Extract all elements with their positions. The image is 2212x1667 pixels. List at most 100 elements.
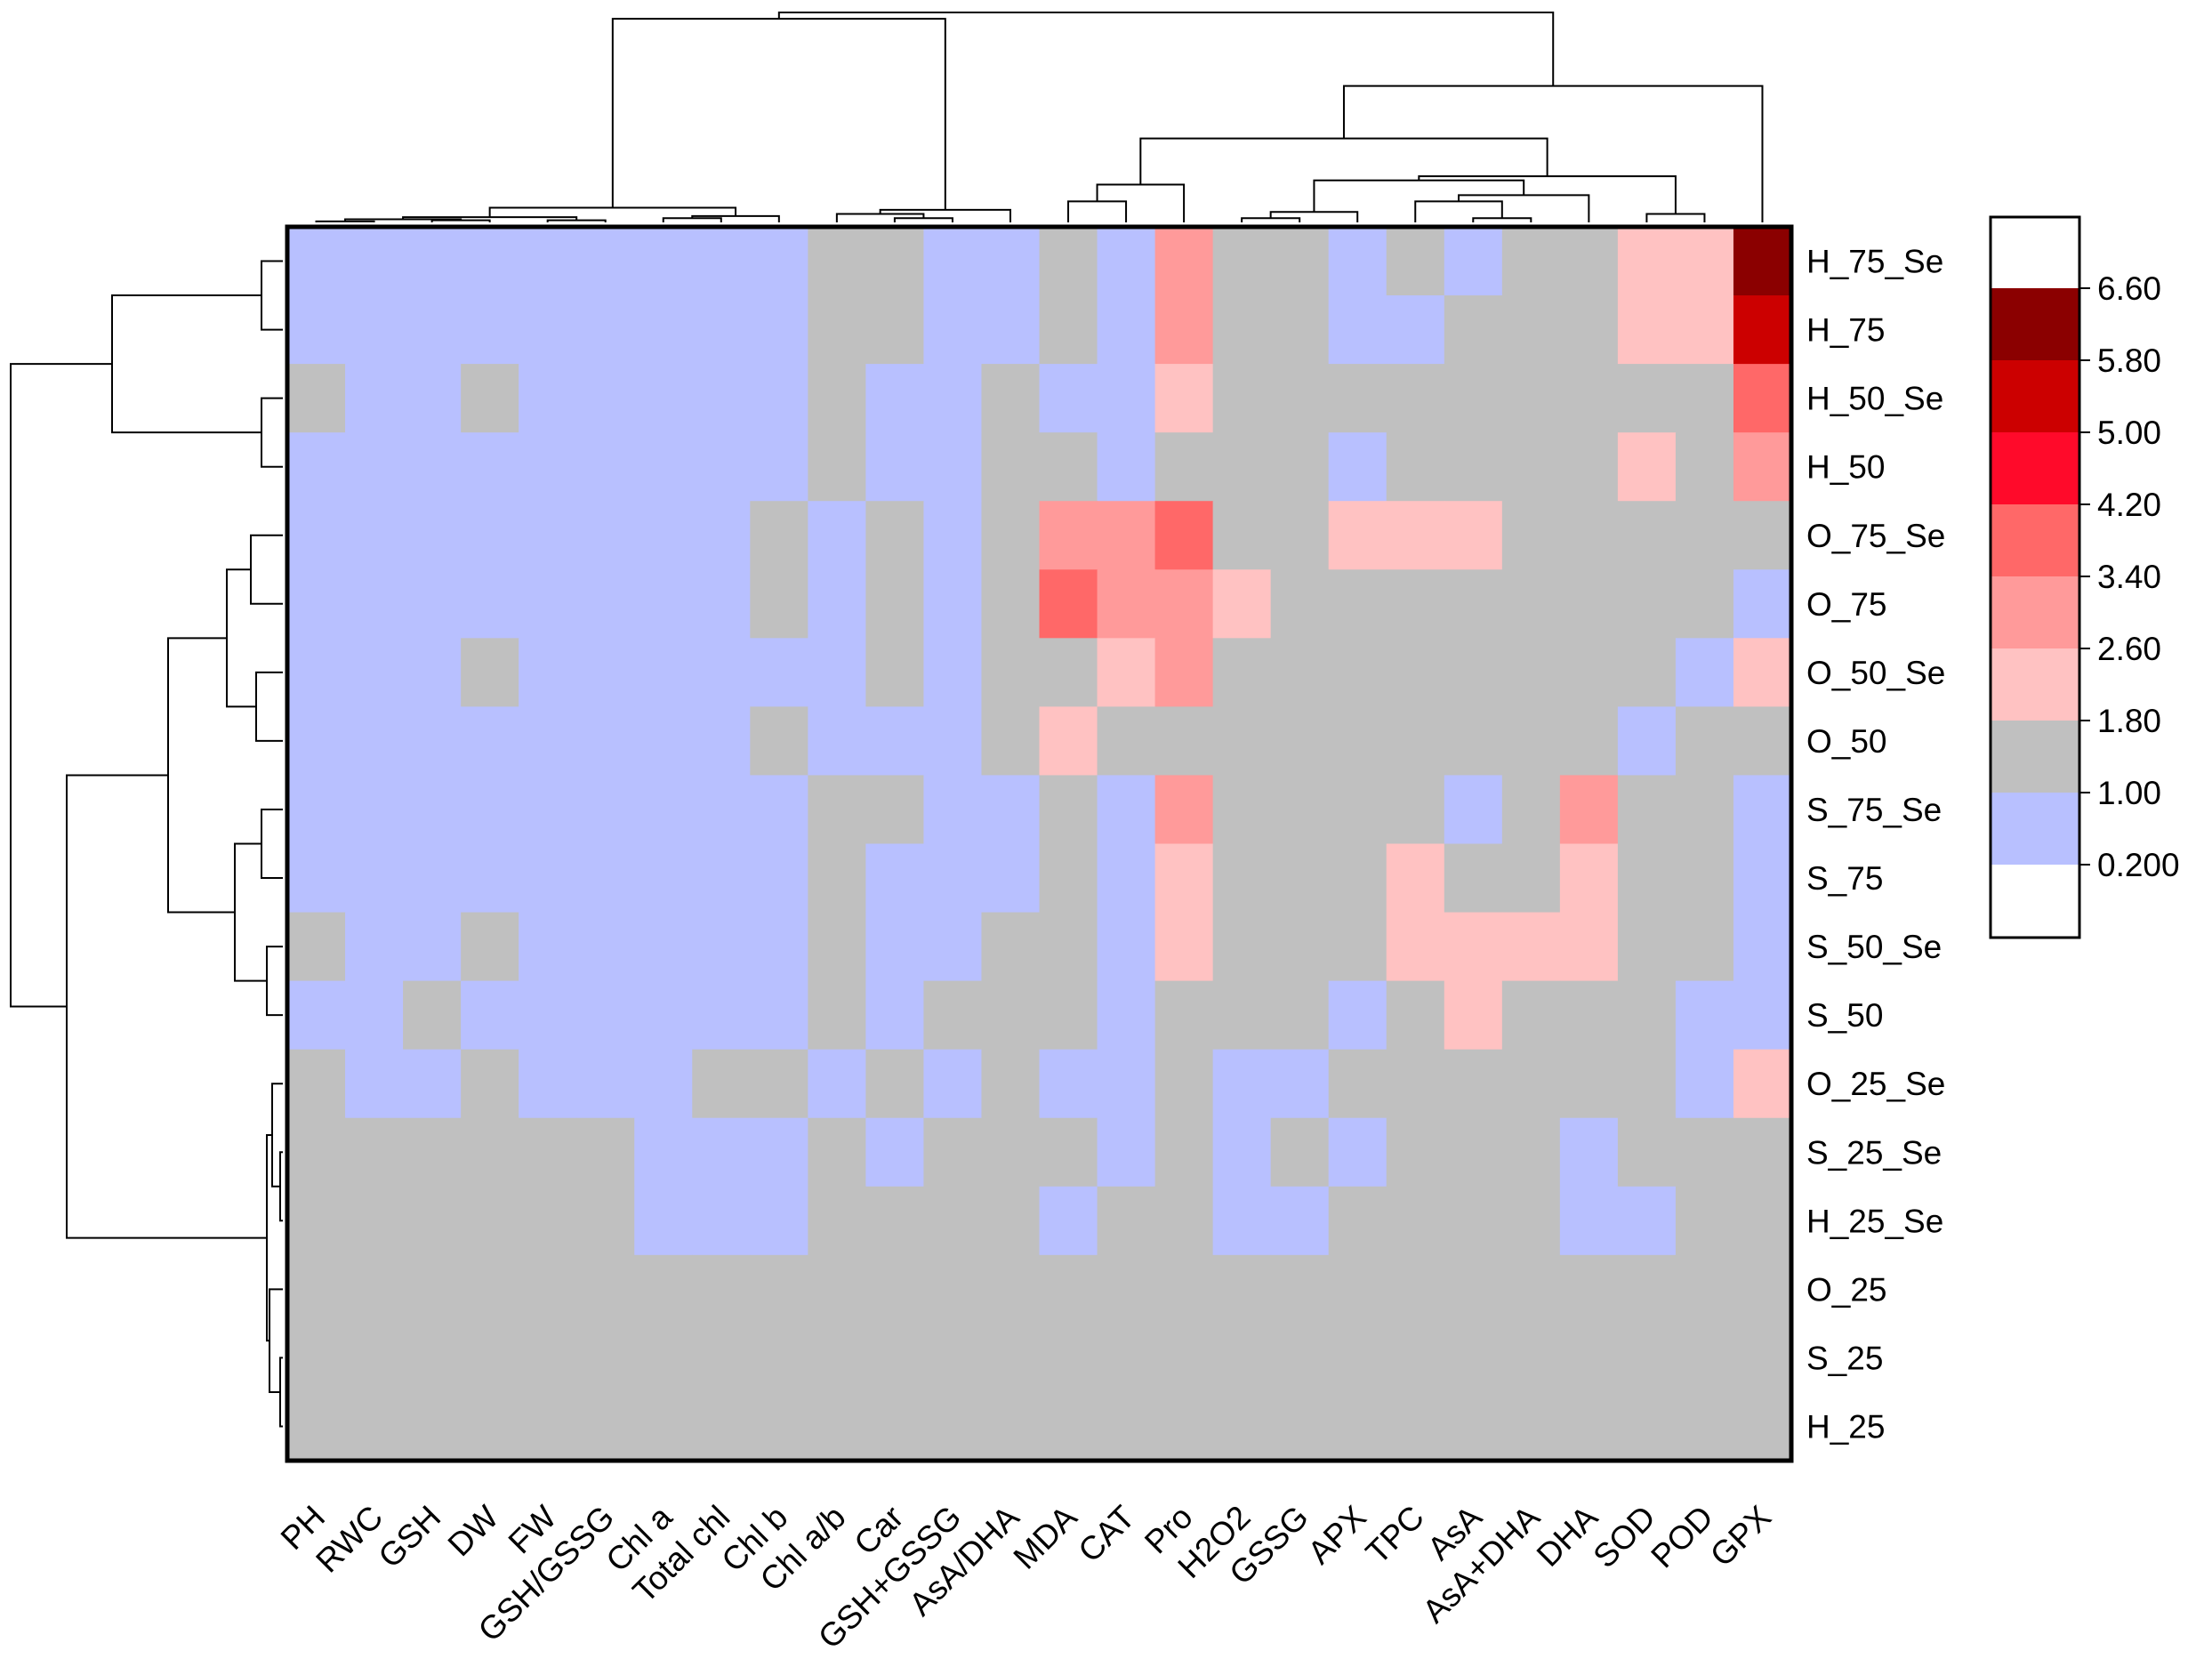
heatmap-cell — [981, 980, 1041, 1051]
heatmap-cell — [692, 843, 751, 914]
heatmap-cell — [287, 980, 346, 1051]
heatmap-cell — [1270, 843, 1330, 914]
heatmap-cell — [634, 1254, 693, 1325]
heatmap-cell — [1328, 295, 1388, 365]
heatmap-cell — [808, 432, 866, 502]
heatmap-cell — [461, 1391, 519, 1462]
heatmap-cell — [981, 638, 1041, 707]
heatmap-cell — [1675, 227, 1734, 296]
heatmap-cell — [1270, 432, 1330, 502]
heatmap-cell — [1501, 1323, 1561, 1393]
heatmap-cell — [1617, 364, 1677, 433]
heatmap-cell — [1444, 775, 1503, 845]
heatmap-cell — [1039, 980, 1098, 1051]
heatmap-cell — [1559, 980, 1619, 1051]
row-dendrogram-branch — [167, 637, 235, 914]
heatmap-cell — [461, 1323, 519, 1393]
heatmap-cell — [576, 775, 635, 845]
legend-swatch — [1991, 721, 2079, 793]
heatmap-cell — [461, 638, 519, 707]
heatmap-cell — [345, 1186, 404, 1256]
heatmap-cell — [1617, 1254, 1677, 1325]
heatmap-cell — [1675, 1323, 1734, 1393]
heatmap-cell — [865, 1117, 925, 1188]
heatmap-cell — [1212, 1323, 1272, 1393]
heatmap-cell — [981, 227, 1041, 296]
column-label: CAT — [1071, 1499, 1141, 1569]
heatmap-cell — [634, 1049, 693, 1119]
heatmap-cell — [345, 295, 404, 365]
heatmap-cell — [981, 364, 1041, 433]
row-label: O_25 — [1806, 1271, 1887, 1308]
heatmap-cell — [1212, 638, 1272, 707]
heatmap-cell — [519, 569, 577, 639]
heatmap-cell — [519, 775, 577, 845]
heatmap-cell — [345, 1117, 404, 1188]
heatmap-cell — [750, 638, 808, 707]
heatmap-cell — [1444, 638, 1503, 707]
heatmap-cell — [1154, 638, 1214, 707]
legend-swatch — [1991, 288, 2079, 360]
heatmap-cell — [692, 295, 751, 365]
heatmap-cell — [1154, 432, 1214, 502]
legend-label: 4.20 — [2097, 487, 2161, 523]
row-dendrogram-branch — [279, 1151, 283, 1222]
heatmap-cell — [1212, 775, 1272, 845]
heatmap-cell — [808, 227, 866, 296]
column-dendrogram-branch — [611, 18, 946, 210]
heatmap-cell — [576, 569, 635, 639]
row-label: H_75 — [1806, 312, 1885, 349]
heatmap-cell — [1733, 1049, 1792, 1119]
heatmap-cell — [345, 1391, 404, 1462]
heatmap-cell — [981, 706, 1041, 777]
heatmap-cell — [576, 843, 635, 914]
heatmap-cell — [1559, 432, 1619, 502]
heatmap-cell — [1675, 1254, 1734, 1325]
heatmap-cell — [519, 364, 577, 433]
heatmap-cell — [981, 432, 1041, 502]
heatmap-cell — [923, 295, 983, 365]
heatmap-cell — [865, 1323, 925, 1393]
heatmap-cell — [634, 1117, 693, 1188]
heatmap-cell — [1501, 364, 1561, 433]
heatmap-cell — [1733, 1254, 1792, 1325]
column-dendrogram-branch — [893, 217, 953, 222]
heatmap-cell — [923, 1391, 983, 1462]
heatmap-cell — [345, 775, 404, 845]
heatmap-cell — [1444, 1049, 1503, 1119]
row-label: H_50 — [1806, 449, 1885, 486]
heatmap-cell — [1154, 501, 1214, 570]
heatmap-cell — [865, 569, 925, 639]
heatmap-cell — [1270, 295, 1330, 365]
heatmap-cell — [1328, 706, 1388, 777]
heatmap-cell — [1212, 432, 1272, 502]
heatmap-cell — [1501, 295, 1561, 365]
heatmap-cell — [519, 843, 577, 914]
heatmap-cell — [1559, 638, 1619, 707]
heatmap-cell — [634, 432, 693, 502]
row-label: S_25 — [1806, 1340, 1883, 1376]
heatmap-cell — [1444, 1186, 1503, 1256]
heatmap-cell — [1444, 912, 1503, 982]
heatmap-cell — [1675, 364, 1734, 433]
heatmap-cell — [865, 227, 925, 296]
heatmap-cell — [1617, 501, 1677, 570]
heatmap-cell — [808, 775, 866, 845]
heatmap-cell — [403, 912, 462, 982]
heatmap-cell — [1270, 227, 1330, 296]
heatmap-cell — [692, 1391, 751, 1462]
heatmap-cell — [981, 1391, 1041, 1462]
heatmap-cell — [461, 980, 519, 1051]
heatmap-cell — [287, 1254, 346, 1325]
heatmap-cell — [1444, 295, 1503, 365]
heatmap-cell — [1733, 364, 1792, 433]
heatmap-cell — [1328, 638, 1388, 707]
heatmap-cell — [634, 912, 693, 982]
heatmap-cell — [1154, 364, 1214, 433]
heatmap-cell — [865, 501, 925, 570]
heatmap-cell — [403, 1117, 462, 1188]
row-dendrogram-branch — [261, 260, 283, 331]
heatmap-cell — [1039, 638, 1098, 707]
heatmap-cell — [1097, 569, 1156, 639]
